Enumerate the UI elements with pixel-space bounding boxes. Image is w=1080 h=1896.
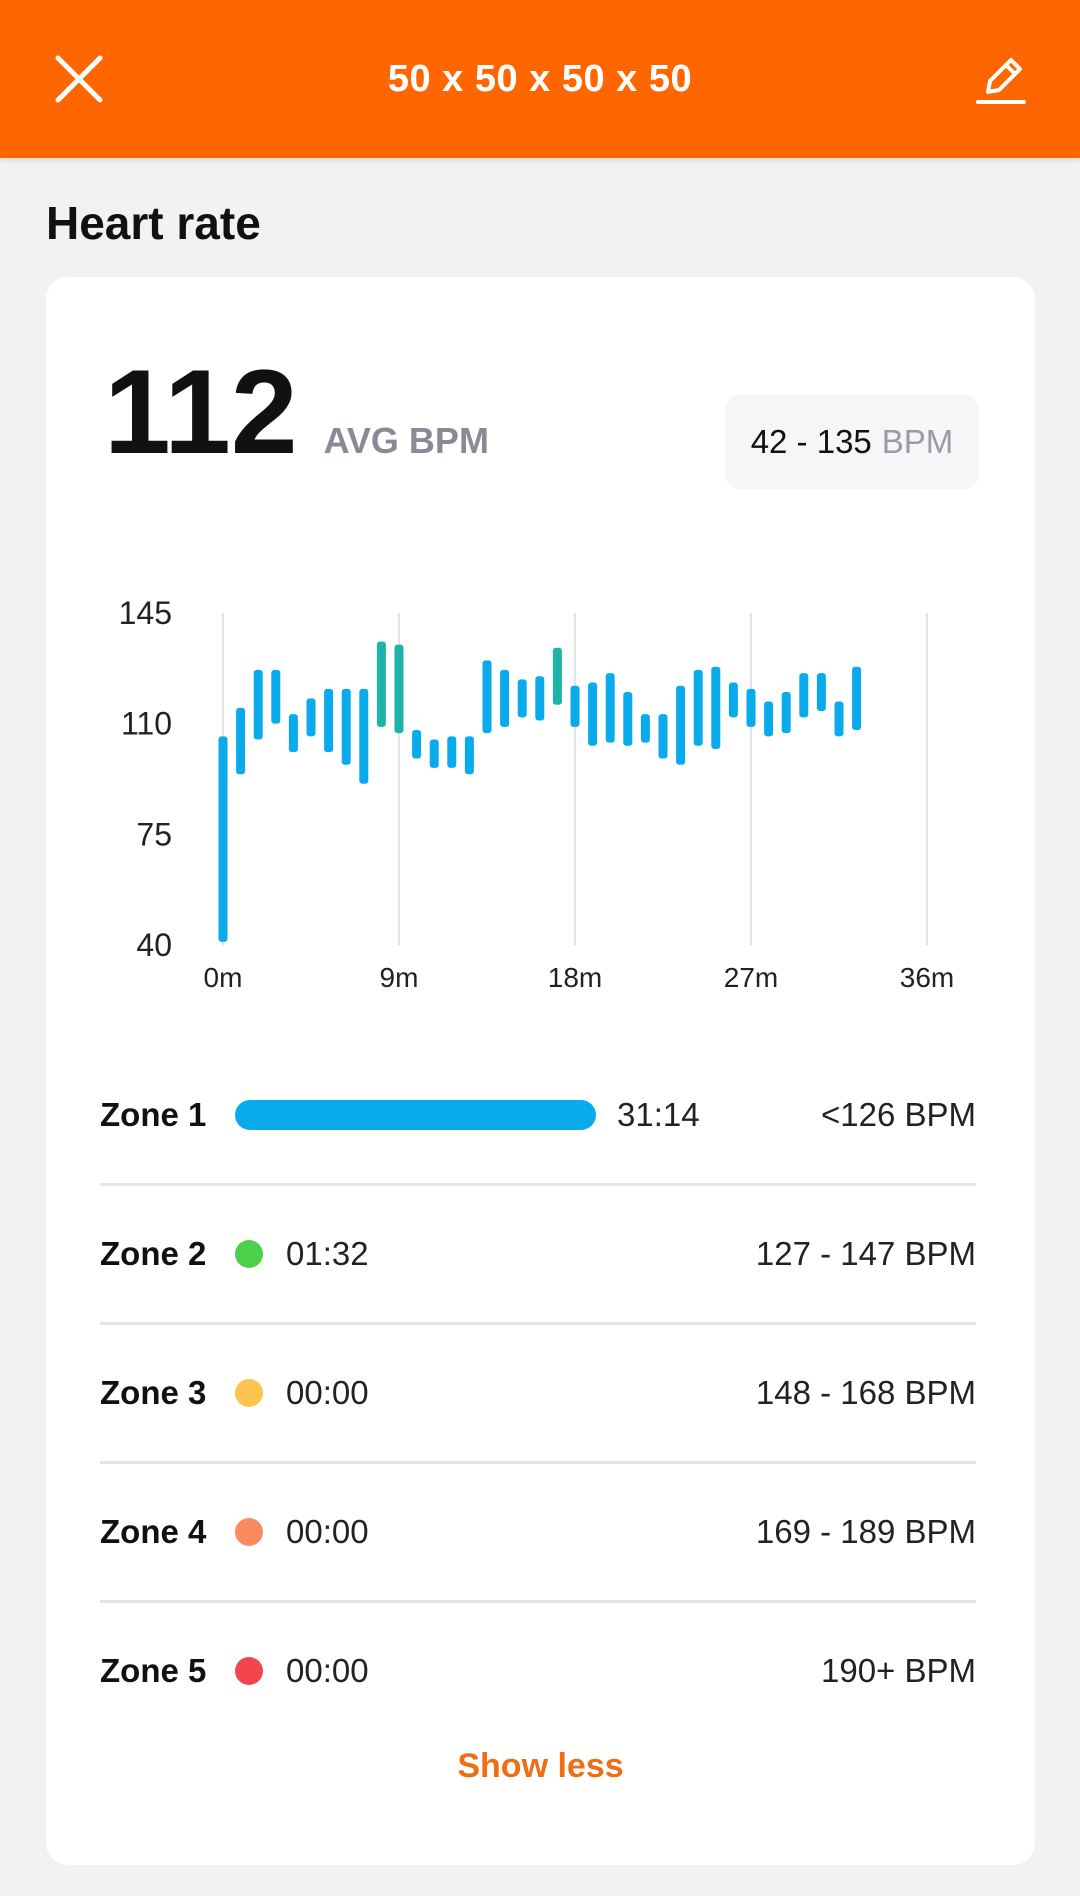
hr-range-bar	[271, 669, 281, 724]
hr-range-bar	[464, 736, 474, 775]
zone-time: 00:00	[286, 1513, 369, 1550]
zone-row-1: Zone 1 31:14 <126 BPM	[100, 1047, 976, 1186]
hr-range-bar	[288, 714, 298, 753]
hr-range-bar	[693, 669, 703, 746]
bpm-range-unit: BPM	[881, 423, 954, 460]
zone-range: <126 BPM	[820, 1096, 976, 1133]
hr-range-bar	[623, 692, 633, 746]
hr-range-bar	[429, 739, 439, 768]
zone-range: 148 - 168 BPM	[755, 1374, 976, 1411]
bpm-range-badge: 42 - 135 BPM	[725, 395, 979, 489]
x-tick-label: 18m	[548, 962, 602, 993]
zone-label: Zone 1	[100, 1096, 207, 1133]
show-less-button[interactable]: Show less	[457, 1747, 624, 1785]
hr-range-bar	[482, 660, 492, 734]
hr-range-bar	[640, 714, 650, 743]
average-bpm-unit: AVG BPM	[323, 420, 489, 461]
y-tick-label: 40	[136, 927, 172, 963]
hr-range-bar	[341, 688, 351, 765]
hr-range-bar	[834, 701, 844, 737]
y-tick-label: 145	[119, 595, 172, 631]
zone-label: Zone 5	[100, 1652, 207, 1689]
zone-row-5: Zone 5 00:00 190+ BPM	[100, 1603, 976, 1739]
hr-range-bar	[605, 673, 615, 743]
activity-title: 50 x 50 x 50 x 50	[387, 57, 693, 100]
hr-range-bar	[500, 669, 510, 727]
pencil-icon	[976, 58, 1026, 104]
hr-range-bar	[394, 644, 404, 734]
hr-range-bar	[447, 736, 457, 768]
x-tick-label: 0m	[204, 962, 243, 993]
close-button[interactable]	[40, 40, 118, 118]
zone-label: Zone 2	[100, 1235, 207, 1272]
hr-range-bar	[711, 666, 721, 749]
heart-rate-chart: 0m 9m 18m 27m 36m 40 75 110 145	[119, 595, 955, 993]
hr-range-bar	[570, 685, 580, 727]
zone-1-bar	[235, 1100, 596, 1130]
heart-rate-heading: Heart rate	[46, 197, 261, 249]
hr-range-bar	[588, 682, 598, 746]
zone-range: 190+ BPM	[820, 1652, 976, 1689]
hr-range-bar	[324, 688, 334, 753]
heart-rate-zones: Zone 1 31:14 <126 BPM Zone 2 01:32 127 -…	[100, 1047, 976, 1739]
hr-range-bar	[728, 682, 738, 718]
hr-range-bar	[781, 692, 791, 734]
hr-range-bar	[764, 701, 774, 737]
zone-3-dot	[235, 1379, 263, 1407]
hr-range-bar	[799, 673, 809, 718]
hr-range-bar	[676, 685, 686, 765]
zone-time: 00:00	[286, 1374, 369, 1411]
x-tick-label: 36m	[900, 962, 954, 993]
hr-range-bar	[376, 641, 386, 727]
zone-5-dot	[235, 1657, 263, 1685]
zone-4-dot	[235, 1518, 263, 1546]
edit-button[interactable]	[962, 40, 1040, 118]
heart-rate-card: 112 AVG BPM 42 - 135 BPM 0m 9m 18m 27m 36m 40…	[46, 277, 1035, 1865]
y-tick-label: 75	[136, 816, 172, 852]
zone-row-2: Zone 2 01:32 127 - 147 BPM	[100, 1186, 976, 1325]
hr-range-bar	[218, 736, 228, 942]
bpm-range-value: 42 - 135	[750, 423, 872, 460]
hr-range-bar	[412, 729, 422, 759]
zone-2-dot	[235, 1240, 263, 1268]
hr-range-bar	[236, 707, 246, 775]
average-bpm-value: 112	[104, 345, 298, 479]
x-tick-label: 27m	[724, 962, 778, 993]
zone-row-4: Zone 4 00:00 169 - 189 BPM	[100, 1464, 976, 1603]
hr-range-bar	[852, 666, 862, 730]
average-bpm: 112 AVG BPM	[104, 352, 489, 472]
top-bar: 50 x 50 x 50 x 50	[0, 0, 1080, 158]
zone-time: 31:14	[617, 1096, 700, 1133]
zone-label: Zone 3	[100, 1374, 207, 1411]
zone-row-3: Zone 3 00:00 148 - 168 BPM	[100, 1325, 976, 1464]
zone-range: 127 - 147 BPM	[755, 1235, 976, 1272]
x-tick-label: 9m	[380, 962, 419, 993]
hr-range-bar	[658, 714, 668, 759]
close-icon	[55, 55, 103, 103]
y-tick-label: 110	[121, 706, 172, 742]
zone-label: Zone 4	[100, 1513, 207, 1550]
hr-range-bar	[746, 688, 756, 727]
hr-range-bar	[253, 669, 263, 740]
hr-range-bar	[535, 676, 545, 721]
zone-range: 169 - 189 BPM	[755, 1513, 976, 1550]
zone-time: 01:32	[286, 1235, 369, 1272]
hr-range-bar	[552, 647, 562, 705]
zone-time: 00:00	[286, 1652, 369, 1689]
hr-range-bar	[306, 698, 316, 737]
hr-range-bar	[517, 679, 527, 718]
hr-range-bar	[359, 688, 369, 784]
hr-range-bar	[816, 673, 826, 712]
